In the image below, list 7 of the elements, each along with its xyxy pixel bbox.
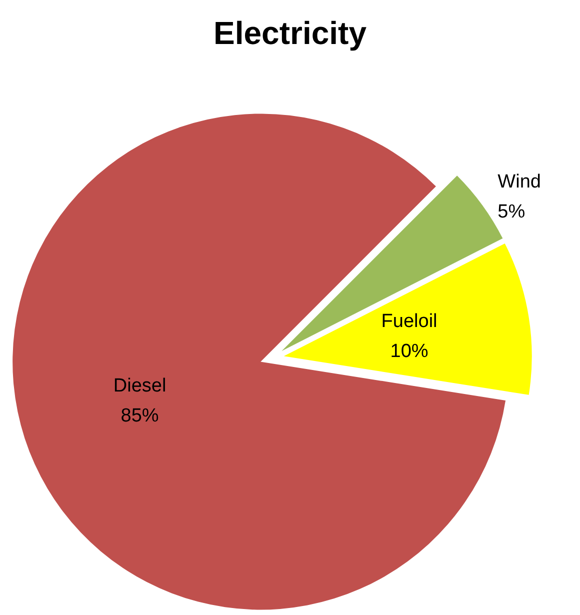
slice-label: Diesel xyxy=(113,375,166,396)
chart-title: Electricity xyxy=(214,15,367,51)
slice-label: Fueloil xyxy=(381,310,438,332)
slice-label: Wind xyxy=(498,171,541,192)
data-label: 10% xyxy=(390,340,428,362)
data-label: 5% xyxy=(498,201,526,222)
data-label: 85% xyxy=(120,405,159,426)
